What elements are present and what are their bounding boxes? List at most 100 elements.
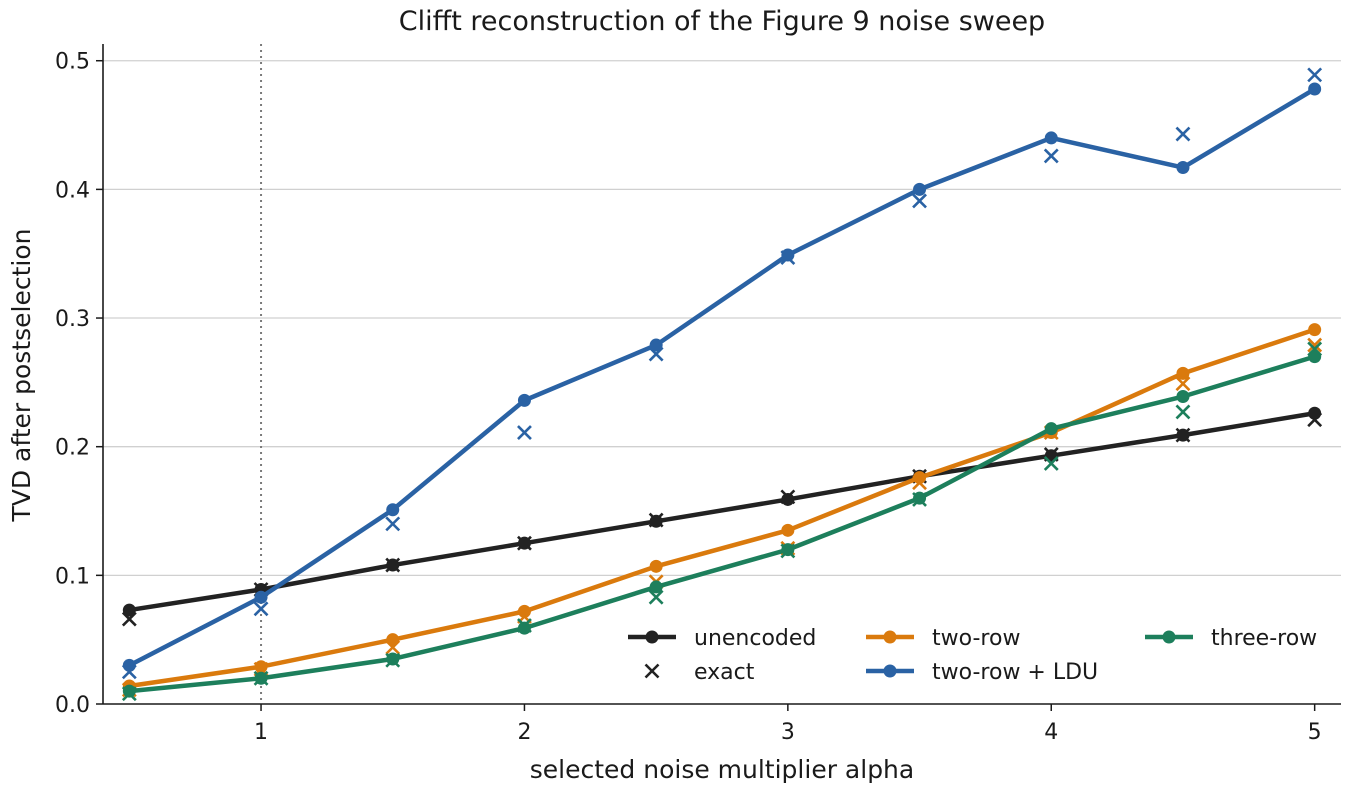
x-tick-label: 4 [1044, 720, 1058, 745]
y-tick-label: 0.1 [55, 564, 90, 589]
data-point-two-row-ldu [1044, 131, 1058, 145]
data-point-three-row [1176, 390, 1190, 404]
exact-point-two-row-ldu-stroke [1175, 126, 1191, 142]
legend-label-unencoded: unencoded [694, 626, 816, 651]
exact-point-two-row-ldu [253, 601, 269, 617]
x-tick-label: 5 [1308, 720, 1322, 745]
legend-marker-three-row [1162, 630, 1176, 644]
series-line-three-row [127, 354, 1317, 694]
data-point-unencoded [781, 492, 795, 506]
exact-point-three-row-stroke [1043, 455, 1059, 471]
series-two-row-ldu [121, 67, 1323, 680]
series-layer [121, 67, 1323, 702]
series-line-two-row-ldu [127, 86, 1317, 668]
data-point-three-row [1308, 350, 1322, 364]
data-point-two-row [1308, 323, 1322, 337]
data-point-two-row [386, 633, 400, 647]
exact-point-two-row-stroke [1175, 376, 1191, 392]
legend-item-two-row-ldu: two-row + LDU [866, 660, 1098, 685]
series-line-unencoded [127, 410, 1317, 613]
data-point-two-row [781, 523, 795, 537]
data-point-unencoded [1176, 428, 1190, 442]
legend-marker-exact-stroke [644, 663, 660, 679]
chart-title: Clifft reconstruction of the Figure 9 no… [399, 6, 1045, 37]
exact-point-two-row-ldu-stroke [385, 516, 401, 532]
y-tick-label: 0.4 [55, 178, 90, 203]
exact-point-two-row-ldu [912, 193, 927, 209]
data-point-two-row [913, 471, 927, 485]
exact-point-three-row [648, 589, 664, 605]
exact-point-two-row-ldu [385, 516, 401, 532]
exact-point-three-row-stroke [648, 589, 664, 605]
data-point-three-row [781, 543, 795, 557]
exact-point-two-row-ldu [1307, 67, 1323, 83]
data-point-two-row-ldu [781, 248, 795, 262]
legend: unencoded exact two-row two-row + LDU three-… [628, 626, 1317, 685]
legend-label-three-row: three-row [1211, 626, 1317, 651]
data-point-three-row [386, 652, 400, 666]
legend-marker-unencoded [645, 630, 659, 644]
data-point-three-row [517, 621, 531, 635]
data-point-three-row [913, 491, 927, 505]
data-point-three-row [649, 580, 663, 594]
legend-item-three-row: three-row [1145, 626, 1317, 651]
data-point-two-row [1176, 366, 1190, 380]
data-point-three-row [1044, 422, 1058, 436]
data-point-two-row-ldu [517, 393, 531, 407]
data-point-two-row-ldu [649, 338, 663, 352]
data-point-two-row-ldu [386, 503, 400, 517]
legend-marker-two-row [883, 630, 897, 644]
exact-point-two-row-ldu-stroke [253, 601, 269, 617]
legend-marker-two-row-ldu [883, 664, 897, 678]
data-point-three-row [254, 671, 268, 685]
x-axis-label: selected noise multiplier alpha [530, 755, 914, 784]
series-line-two-row [127, 327, 1317, 689]
data-point-two-row [254, 660, 268, 674]
x-tick-label: 3 [781, 720, 795, 745]
data-point-two-row-ldu [913, 182, 927, 196]
exact-point-two-row-ldu-stroke [517, 425, 532, 440]
exact-point-two-row [1307, 337, 1323, 353]
exact-point-two-row-ldu [1175, 126, 1191, 142]
legend-label-exact: exact [694, 660, 755, 685]
data-point-two-row-ldu [1176, 161, 1190, 175]
exact-point-two-row-ldu-stroke [1043, 148, 1059, 164]
data-point-two-row-ldu [1308, 82, 1322, 96]
data-point-two-row [649, 559, 663, 573]
legend-label-two-row: two-row [932, 626, 1020, 651]
data-point-three-row [122, 684, 136, 698]
exact-point-two-row-stroke [1307, 337, 1323, 353]
axes: 0.0 0.1 0.2 0.3 0.4 0.5 1 2 3 4 5 [55, 44, 1341, 745]
data-point-unencoded [122, 603, 136, 617]
exact-point-three-row [1043, 455, 1059, 471]
data-point-unencoded [386, 558, 400, 572]
data-point-unencoded [517, 536, 531, 550]
legend-item-exact: exact [644, 660, 755, 685]
y-tick-label: 0.2 [55, 436, 90, 461]
exact-point-two-row-ldu-stroke [1307, 67, 1323, 83]
series-unencoded [121, 406, 1323, 627]
data-point-unencoded [649, 514, 663, 528]
series-three-row [121, 341, 1323, 702]
y-axis-label: TVD after postselection [7, 228, 36, 522]
data-point-two-row-ldu [254, 590, 268, 604]
legend-item-unencoded: unencoded [628, 626, 816, 651]
y-tick-label: 0.3 [55, 307, 90, 332]
exact-point-two-row [1175, 376, 1191, 392]
exact-point-two-row-ldu-stroke [912, 193, 927, 209]
gridlines [103, 60, 1341, 576]
data-point-two-row [517, 604, 531, 618]
legend-label-two-row-ldu: two-row + LDU [932, 660, 1098, 685]
exact-point-two-row-ldu [517, 425, 532, 440]
y-tick-label: 0.5 [55, 50, 90, 75]
exact-point-three-row-stroke [1175, 404, 1191, 420]
exact-point-two-row-ldu [1043, 148, 1059, 164]
legend-marker-exact [644, 663, 660, 679]
data-point-unencoded [1308, 406, 1322, 420]
y-tick-label: 0.0 [55, 693, 90, 718]
x-tick-label: 2 [517, 720, 531, 745]
legend-item-two-row: two-row [866, 626, 1020, 651]
data-point-two-row-ldu [122, 658, 136, 672]
exact-point-three-row [1175, 404, 1191, 420]
